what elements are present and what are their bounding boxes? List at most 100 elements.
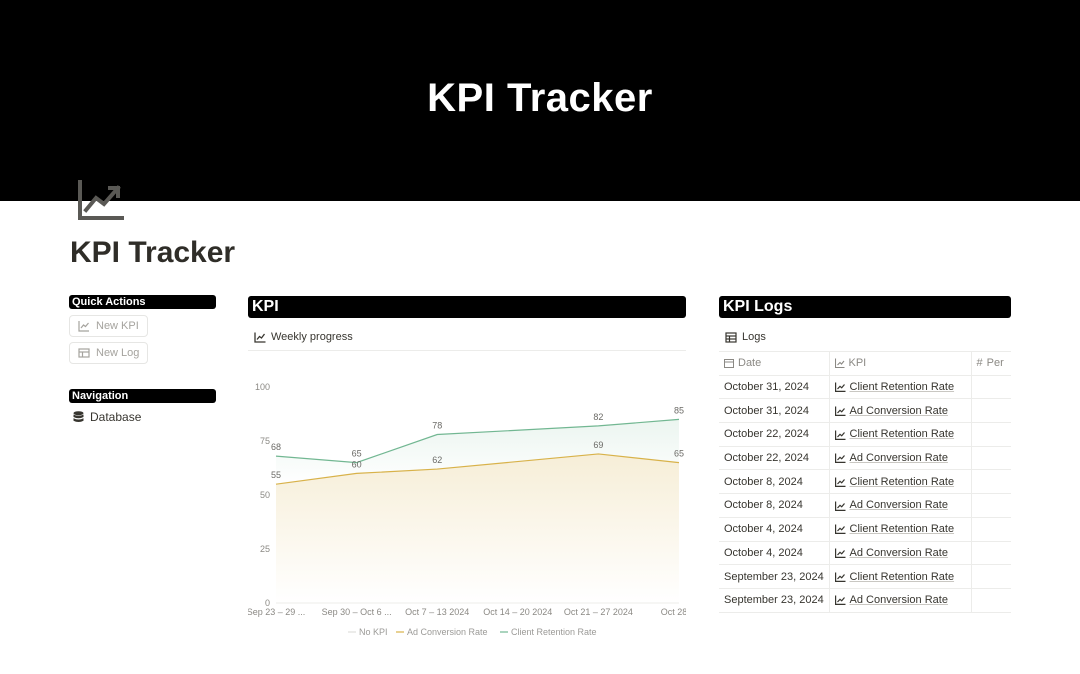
kpi-link[interactable]: Client Retention Rate <box>849 523 955 536</box>
database-icon <box>73 411 84 423</box>
chart-line-icon <box>834 572 845 582</box>
data-label-retention: 65 <box>352 449 362 459</box>
cell-kpi[interactable]: Ad Conversion Rate <box>829 446 972 471</box>
chart-line-icon <box>834 501 845 511</box>
cover-title: KPI Tracker <box>427 76 653 120</box>
data-label-ad: 55 <box>271 470 281 480</box>
cell-per <box>971 517 1011 542</box>
data-label-retention: 82 <box>593 412 603 422</box>
kpi-link[interactable]: Ad Conversion Rate <box>849 546 948 559</box>
cell-per <box>971 375 1011 400</box>
cell-date: October 31, 2024 <box>719 398 830 424</box>
cell-per <box>971 541 1011 566</box>
nav-item-database[interactable]: Database <box>73 410 216 424</box>
cell-date: September 23, 2024 <box>719 564 830 589</box>
cell-kpi[interactable]: Ad Conversion Rate <box>829 398 972 424</box>
table-row[interactable]: September 23, 2024 Ad Conversion Rate <box>719 588 1011 613</box>
kpi-link[interactable]: Client Retention Rate <box>849 381 955 394</box>
cover-banner: KPI Tracker <box>0 0 1080 201</box>
logs-table: Date KPI # Per October 31, 2024 Client Ret… <box>719 351 1011 613</box>
table-row[interactable]: October 8, 2024 Client Retention Rate <box>719 469 1011 495</box>
cell-per <box>971 398 1011 424</box>
area-ad-conversion <box>276 453 679 603</box>
data-label-ad: 65 <box>674 449 684 459</box>
data-label-ad: 62 <box>432 455 442 465</box>
table-icon <box>78 348 90 358</box>
cell-per <box>971 588 1011 613</box>
chart-line-icon <box>834 382 845 393</box>
cell-date: October 8, 2024 <box>719 493 830 518</box>
cell-kpi[interactable]: Ad Conversion Rate <box>829 541 972 566</box>
calendar-icon <box>724 359 734 369</box>
table-row[interactable]: September 23, 2024 Client Retention Rate <box>719 564 1011 589</box>
cell-kpi[interactable]: Client Retention Rate <box>829 564 972 589</box>
x-tick-label: Oct 21 – 27 2024 <box>564 607 633 617</box>
cell-kpi[interactable]: Ad Conversion Rate <box>829 493 972 518</box>
nav-item-label: Database <box>90 410 142 424</box>
chart-line-icon <box>834 430 845 440</box>
new-kpi-button[interactable]: New KPI <box>69 315 148 337</box>
column-header-kpi[interactable]: KPI <box>829 351 972 376</box>
chart-line-icon <box>254 332 266 343</box>
kpi-section: KPI Weekly progress 0 25 50 75 100 Sep 23 – 2… <box>248 296 686 647</box>
quick-actions-heading: Quick Actions <box>69 295 216 309</box>
cell-per <box>971 493 1011 518</box>
new-log-button[interactable]: New Log <box>69 342 149 364</box>
cell-date: October 22, 2024 <box>719 446 830 471</box>
cell-kpi[interactable]: Client Retention Rate <box>829 517 972 542</box>
chart-line-icon <box>834 548 845 558</box>
table-row[interactable]: October 4, 2024 Ad Conversion Rate <box>719 541 1011 566</box>
chart-line-icon <box>78 321 89 332</box>
chart-line-icon <box>834 406 845 416</box>
table-row[interactable]: October 4, 2024 Client Retention Rate <box>719 517 1011 542</box>
kpi-link[interactable]: Client Retention Rate <box>849 570 955 583</box>
kpi-link[interactable]: Ad Conversion Rate <box>849 452 948 465</box>
chart-line-icon <box>834 453 845 464</box>
data-label-ad: 60 <box>352 459 362 469</box>
cell-kpi[interactable]: Ad Conversion Rate <box>829 588 972 613</box>
kpi-link[interactable]: Ad Conversion Rate <box>849 404 948 417</box>
legend-item: Ad Conversion Rate <box>407 627 488 637</box>
table-row[interactable]: October 22, 2024 Ad Conversion Rate <box>719 446 1011 471</box>
table-header-row: Date KPI # Per <box>719 351 1011 376</box>
cell-kpi[interactable]: Client Retention Rate <box>829 375 972 400</box>
view-label: Weekly progress <box>271 331 353 343</box>
table-row[interactable]: October 8, 2024 Ad Conversion Rate <box>719 493 1011 518</box>
chart-line-icon <box>834 524 845 535</box>
cell-date: October 8, 2024 <box>719 469 830 495</box>
column-label: KPI <box>848 357 867 370</box>
kpi-link[interactable]: Ad Conversion Rate <box>849 499 948 512</box>
x-tick-label: Oct 7 – 13 2024 <box>405 607 469 617</box>
cell-per <box>971 564 1011 589</box>
y-tick-label: 25 <box>260 544 270 554</box>
table-row[interactable]: October 31, 2024 Client Retention Rate <box>719 375 1011 400</box>
tab-logs[interactable]: Logs <box>725 331 1011 343</box>
table-row[interactable]: October 31, 2024 Ad Conversion Rate <box>719 398 1011 424</box>
table-row[interactable]: October 22, 2024 Client Retention Rate <box>719 422 1011 447</box>
kpi-link[interactable]: Ad Conversion Rate <box>849 594 948 607</box>
column-header-per[interactable]: # Per <box>971 351 1011 376</box>
kpi-link[interactable]: Client Retention Rate <box>849 475 955 488</box>
column-header-date[interactable]: Date <box>719 351 830 376</box>
line-ad-conversion <box>275 453 680 485</box>
new-log-label: New Log <box>96 347 140 359</box>
cell-kpi[interactable]: Client Retention Rate <box>829 422 972 447</box>
kpi-link[interactable]: Client Retention Rate <box>849 428 955 441</box>
y-tick-label: 50 <box>260 490 270 500</box>
line-client-retention <box>275 418 680 464</box>
x-tick-label: Sep 23 – 29 ... <box>248 607 305 617</box>
cell-per <box>971 422 1011 447</box>
chart-line-up-icon[interactable] <box>76 180 124 222</box>
x-tick-label: Oct 28 ... <box>661 607 686 617</box>
tab-weekly-progress[interactable]: Weekly progress <box>254 331 686 343</box>
x-tick-label: Oct 14 – 20 2024 <box>483 607 552 617</box>
kpi-logs-section: KPI Logs Logs Date KPI # Per October 31, … <box>719 296 1011 613</box>
legend-item: No KPI <box>359 627 388 637</box>
cell-kpi[interactable]: Client Retention Rate <box>829 469 972 495</box>
table-icon <box>725 331 737 343</box>
relation-arrow-icon <box>834 358 844 369</box>
area-client-retention <box>276 419 679 485</box>
chart-line-icon <box>834 477 845 487</box>
kpi-heading: KPI <box>248 296 686 318</box>
cell-date: October 4, 2024 <box>719 517 830 542</box>
